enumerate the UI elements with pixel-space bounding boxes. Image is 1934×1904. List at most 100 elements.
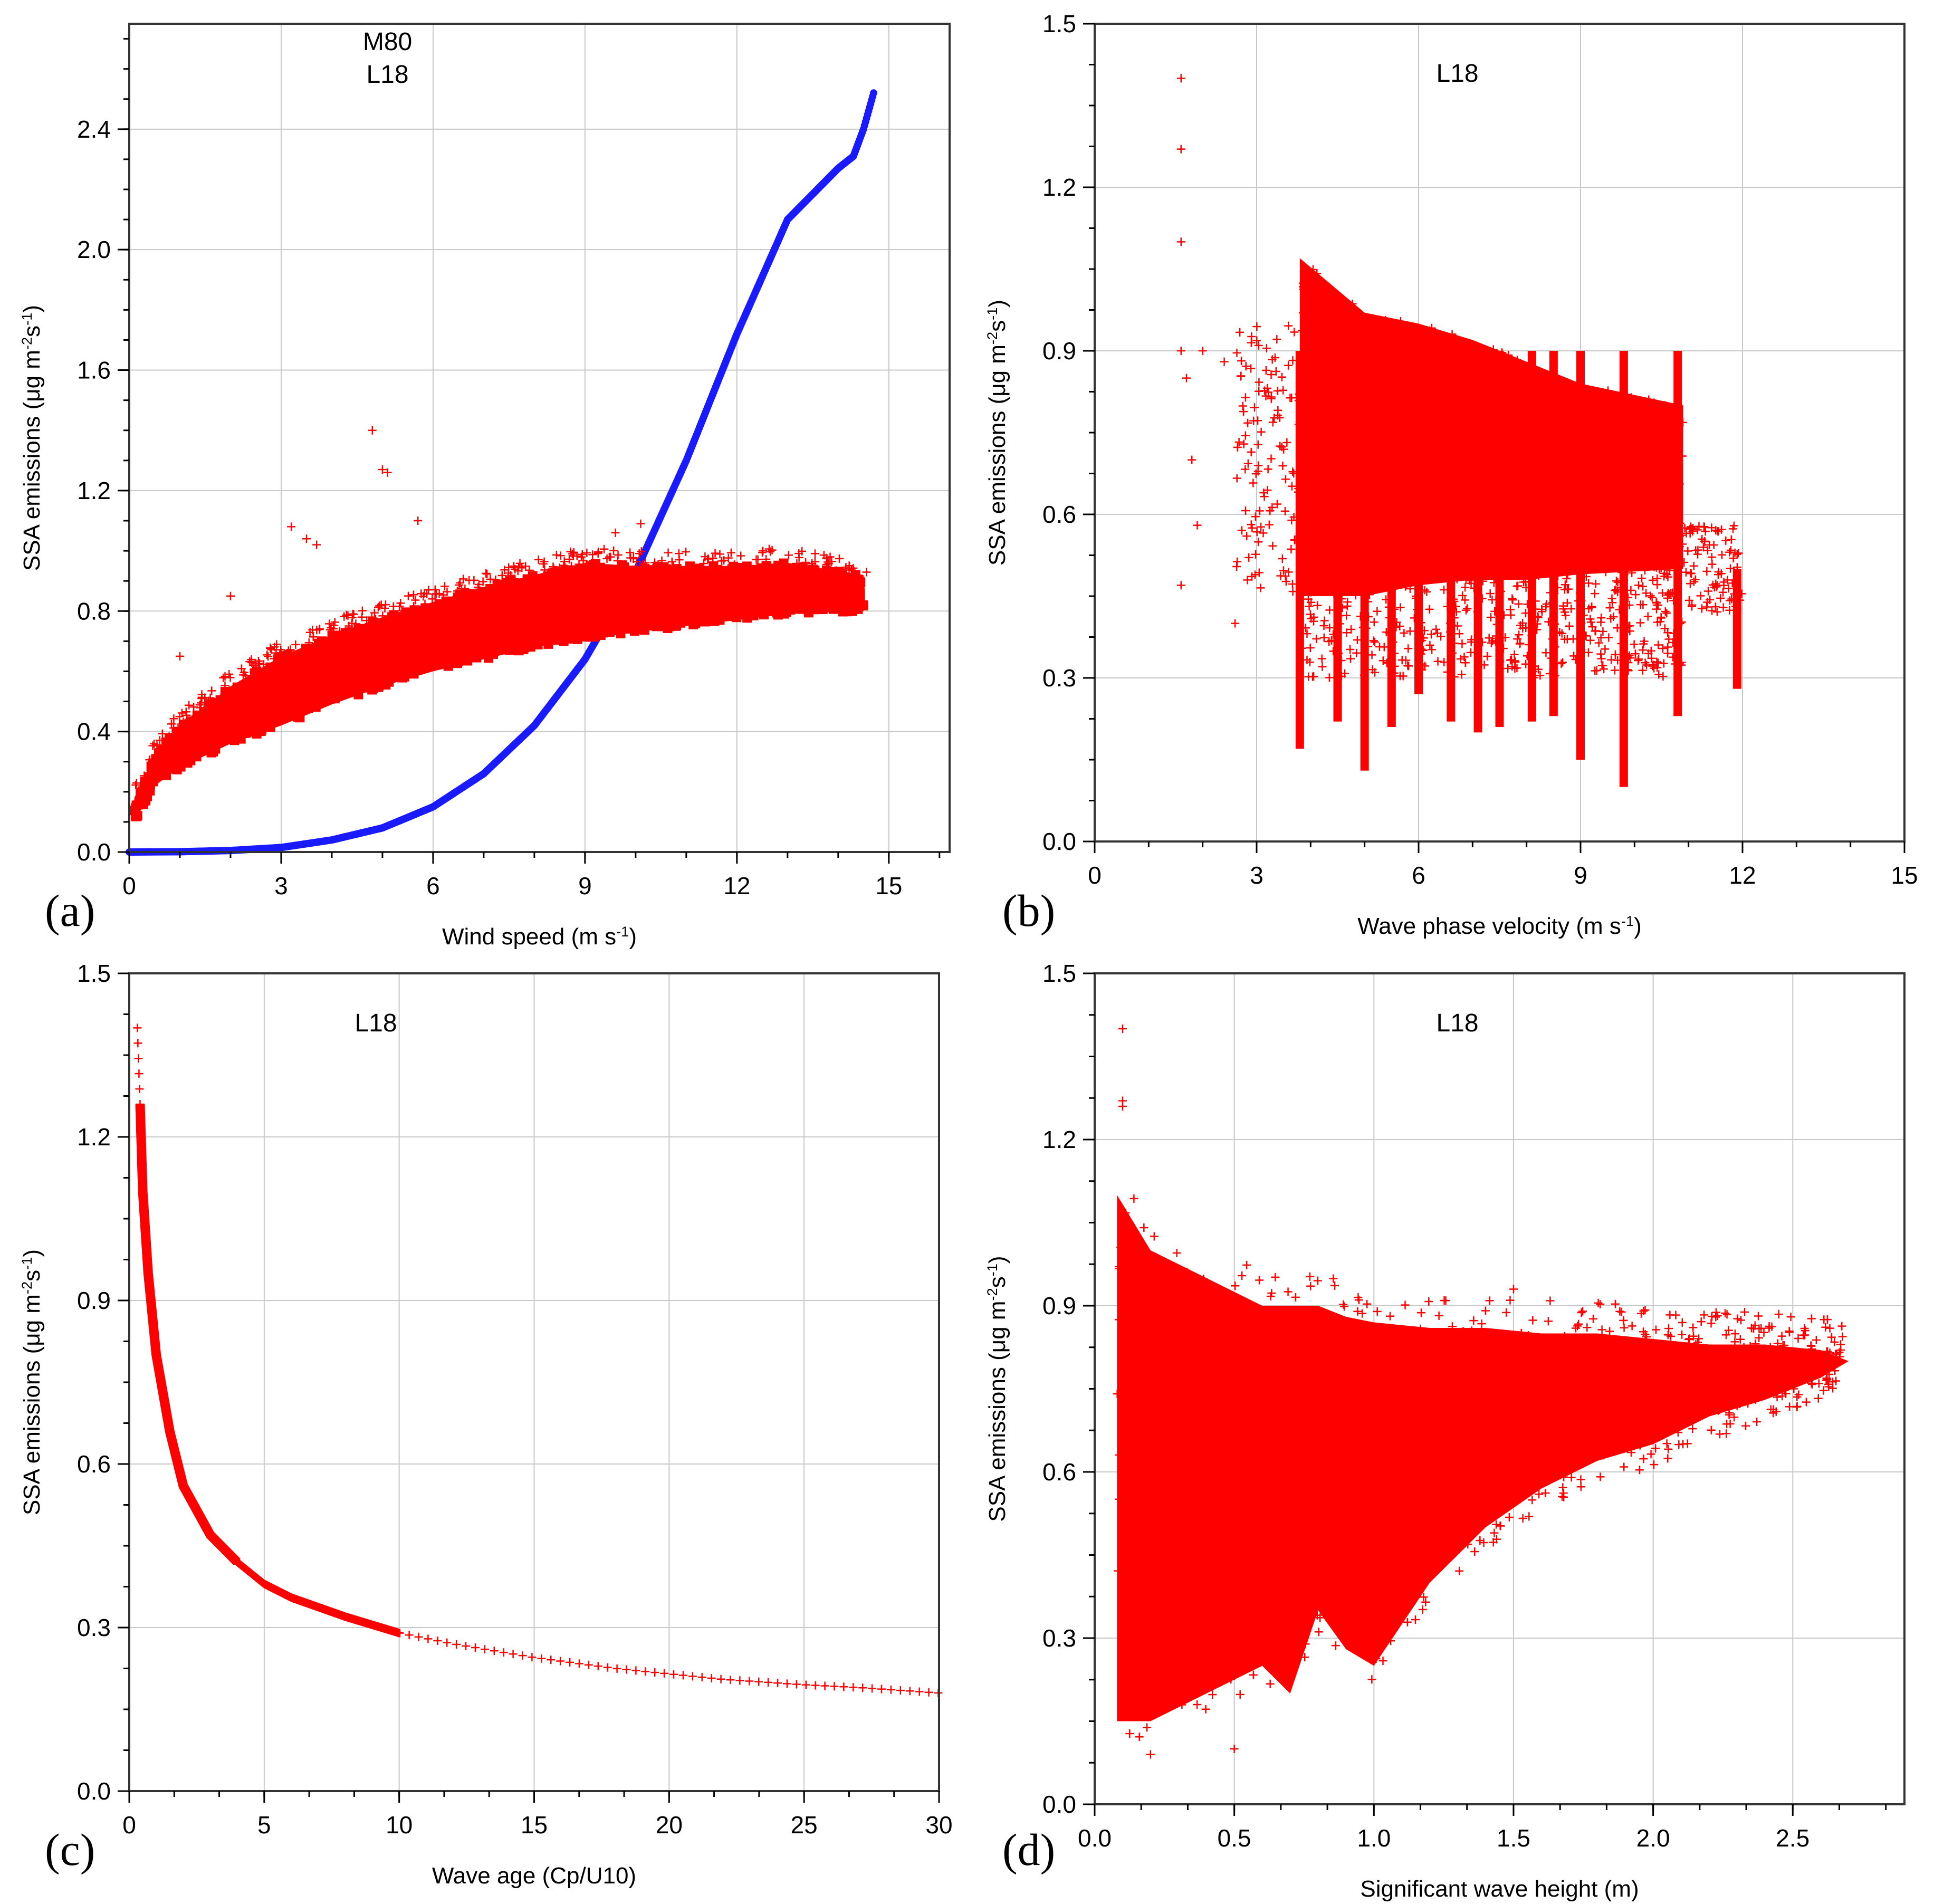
point-l18 xyxy=(490,1647,499,1656)
point-l18 xyxy=(1318,391,1327,400)
point-l18-scatter xyxy=(1243,576,1252,585)
point-l18 xyxy=(1486,589,1495,598)
point-l18 xyxy=(1463,604,1472,613)
point-l18-edge xyxy=(556,551,565,560)
point-l18 xyxy=(1601,645,1610,654)
point-l18-scatter xyxy=(1241,393,1250,402)
point-l18-edge xyxy=(461,585,470,594)
point-l18 xyxy=(1645,531,1654,540)
point-l18 xyxy=(1736,1335,1745,1344)
point-l18 xyxy=(1450,338,1459,347)
point-l18 xyxy=(1347,625,1356,634)
point-l18 xyxy=(1402,328,1411,337)
point-l18-tail xyxy=(1708,560,1717,569)
point-l18 xyxy=(1584,437,1593,446)
point-l18 xyxy=(1304,502,1313,511)
point-l18 xyxy=(1567,1473,1576,1482)
point-l18 xyxy=(1320,491,1329,500)
point-l18 xyxy=(1561,611,1570,620)
point-l18 xyxy=(1566,529,1575,538)
point-l18 xyxy=(135,1069,143,1078)
point-l18 xyxy=(1722,1420,1731,1429)
point-l18 xyxy=(1359,336,1368,345)
point-l18 xyxy=(1563,598,1572,607)
x-tick-label: 0 xyxy=(1088,862,1102,889)
point-l18 xyxy=(1324,510,1333,519)
point-l18 xyxy=(1650,664,1659,673)
point-l18-outlier xyxy=(368,426,377,435)
point-l18 xyxy=(537,1654,546,1663)
point-l18-edge xyxy=(762,554,771,563)
point-l18 xyxy=(1373,324,1382,333)
stripe-l18 xyxy=(1333,351,1342,722)
stripe-l18 xyxy=(1549,351,1558,716)
point-l18-edge xyxy=(552,550,561,559)
point-l18-edge xyxy=(847,566,856,575)
point-l18-edge xyxy=(637,547,646,556)
x-axis-label-part: Wind speed (m s xyxy=(442,924,616,950)
point-l18-scatter xyxy=(1254,341,1263,350)
point-l18 xyxy=(745,1677,754,1686)
point-l18-edge xyxy=(626,548,635,557)
point-l18-tail xyxy=(1725,548,1734,557)
point-l18 xyxy=(1461,435,1470,444)
point-l18 xyxy=(1385,1624,1394,1633)
point-l18 xyxy=(1425,363,1434,372)
point-l18 xyxy=(1465,1382,1474,1391)
point-l18 xyxy=(1345,329,1354,338)
point-l18 xyxy=(1519,578,1528,587)
point-l18 xyxy=(1341,437,1349,446)
point-l18-edge xyxy=(639,560,648,569)
point-l18-scatter xyxy=(1237,357,1246,366)
point-l18 xyxy=(1347,367,1356,376)
point-l18 xyxy=(1461,416,1470,425)
point-l18-scatter xyxy=(1243,418,1252,427)
point-l18 xyxy=(1516,449,1525,458)
point-l18 xyxy=(1768,1374,1777,1383)
point-l18 xyxy=(556,1657,565,1666)
point-l18 xyxy=(1661,607,1670,616)
point-l18-scatter xyxy=(1237,526,1246,535)
point-l18 xyxy=(1572,1370,1581,1379)
point-l18 xyxy=(1342,628,1351,637)
point-l18 xyxy=(1171,1358,1180,1367)
point-l18-scatter xyxy=(1244,553,1253,562)
point-l18 xyxy=(1431,520,1440,529)
point-l18 xyxy=(1395,672,1404,681)
point-l18 xyxy=(1377,377,1386,386)
point-l18-edge xyxy=(654,560,663,569)
point-l18 xyxy=(1646,591,1655,600)
point-l18-scatter xyxy=(1255,506,1264,515)
point-l18-edge xyxy=(165,732,174,741)
point-l18 xyxy=(424,1634,433,1643)
point-l18 xyxy=(1450,1520,1459,1529)
point-l18 xyxy=(1466,384,1475,393)
point-l18 xyxy=(1652,598,1661,607)
point-l18-edge xyxy=(491,575,500,584)
x-tick-label: 0 xyxy=(122,1811,136,1839)
point-l18 xyxy=(1629,525,1638,534)
point-l18-scatter xyxy=(1265,520,1274,529)
point-l18 xyxy=(1564,419,1573,428)
point-l18-edge xyxy=(430,585,439,594)
point-l18-edge xyxy=(539,559,548,568)
point-l18 xyxy=(1640,566,1649,575)
point-l18-scatter xyxy=(1262,344,1271,353)
point-l18 xyxy=(1502,372,1511,381)
point-l18 xyxy=(1315,342,1324,351)
point-l18 xyxy=(1306,588,1315,597)
point-l18-edge xyxy=(664,548,673,557)
point-l18-edge xyxy=(309,633,318,642)
point-l18 xyxy=(1628,546,1637,555)
point-l18-edge xyxy=(518,563,526,572)
point-l18 xyxy=(1586,615,1595,624)
point-l18 xyxy=(1535,446,1544,455)
point-l18 xyxy=(1655,479,1664,488)
point-l18 xyxy=(1313,419,1322,428)
point-l18 xyxy=(1429,340,1438,349)
point-l18 xyxy=(1662,540,1671,549)
point-l18 xyxy=(1626,1448,1635,1457)
point-l18 xyxy=(1607,496,1616,505)
point-l18 xyxy=(1326,425,1335,434)
